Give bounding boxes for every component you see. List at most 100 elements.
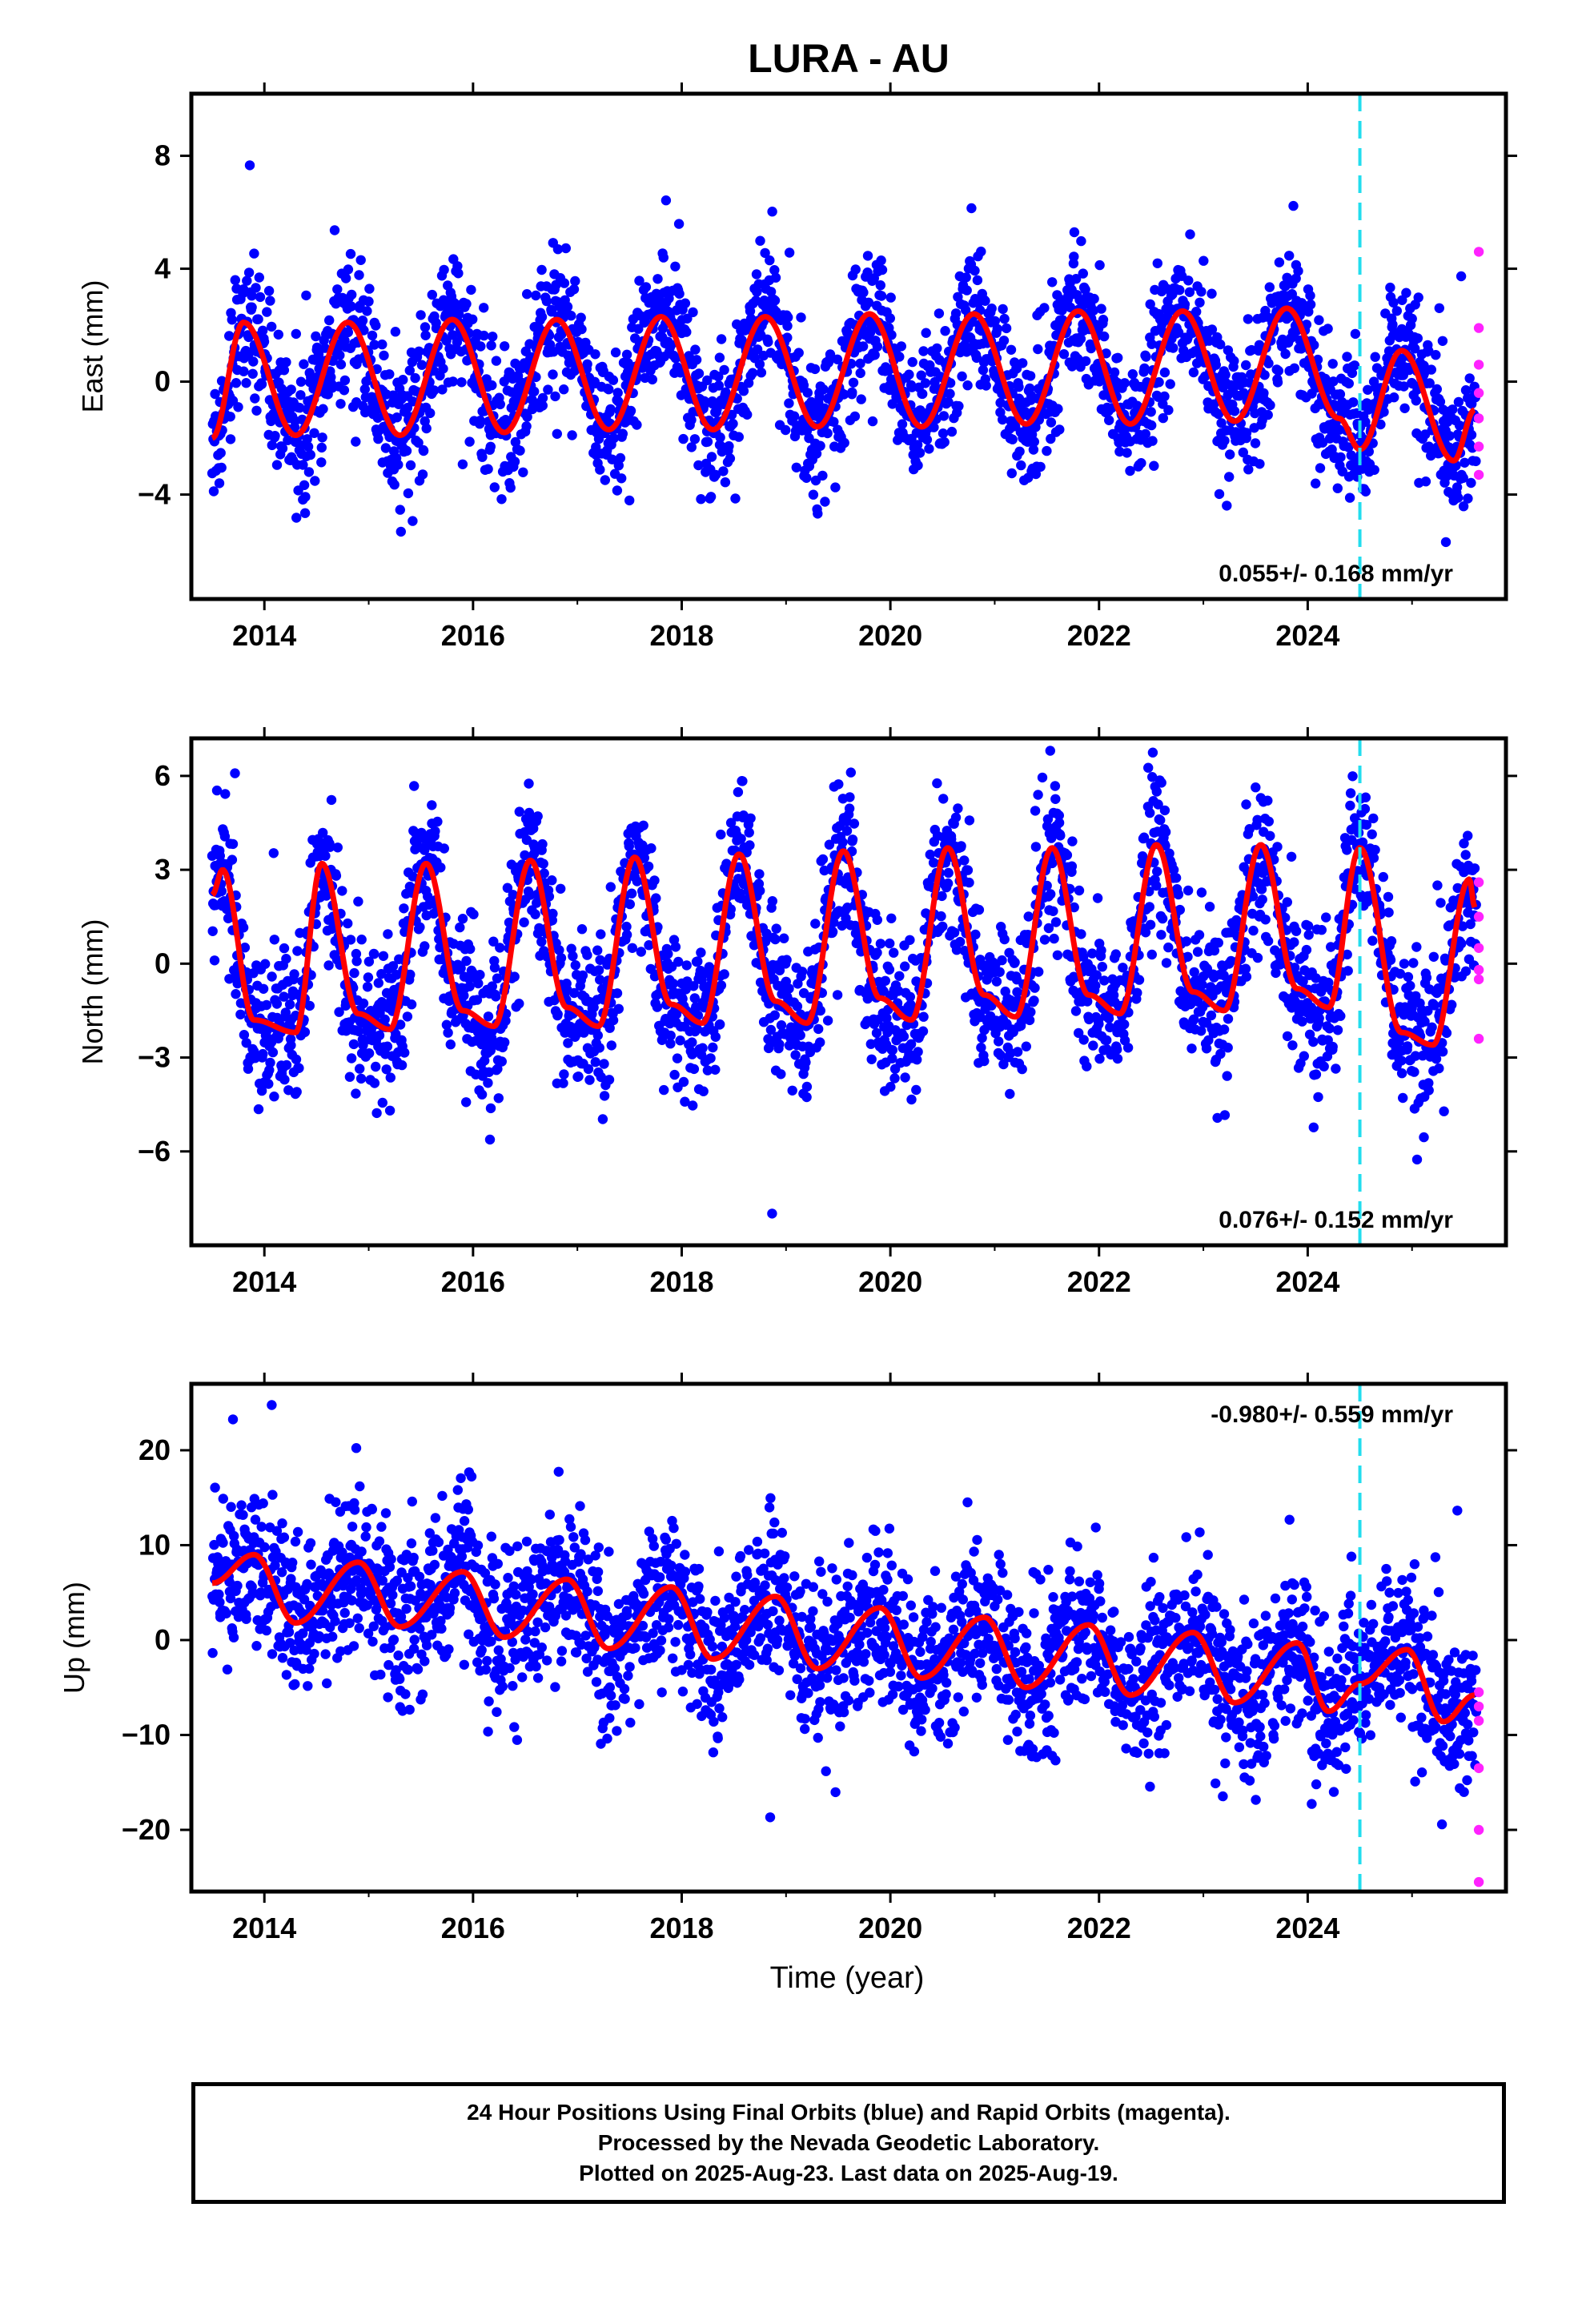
data-point [1342, 845, 1352, 855]
data-point [964, 815, 975, 826]
data-point [496, 494, 507, 505]
data-point [413, 437, 424, 448]
data-point [1243, 464, 1254, 475]
data-point [1252, 952, 1263, 963]
data-point [849, 411, 861, 422]
data-point [605, 882, 616, 892]
data-point [590, 349, 600, 360]
data-point [898, 1031, 909, 1042]
data-point [814, 1037, 825, 1047]
data-point [784, 983, 794, 994]
data-point [1096, 304, 1106, 314]
data-point [267, 971, 277, 982]
data-point [1025, 371, 1036, 381]
data-point [938, 921, 948, 932]
data-point [858, 287, 869, 298]
data-point [1017, 1063, 1027, 1075]
data-point [284, 999, 295, 1010]
data-point [608, 433, 619, 444]
data-point [1163, 404, 1174, 416]
data-point [208, 486, 219, 497]
data-point [1321, 912, 1331, 923]
data-point [1143, 762, 1154, 773]
data-point [519, 917, 529, 927]
data-point [992, 324, 1003, 334]
data-point [666, 340, 677, 350]
data-point [461, 1097, 472, 1108]
data-point [1016, 460, 1026, 471]
data-point [576, 924, 588, 935]
data-point [1456, 271, 1467, 282]
data-point [684, 351, 694, 361]
data-point [1149, 460, 1159, 471]
data-point [691, 355, 702, 365]
data-point [590, 1057, 600, 1068]
data-point [865, 327, 876, 338]
data-point [429, 385, 440, 396]
data-point [1263, 816, 1275, 826]
data-point [1028, 444, 1039, 455]
data-point [1001, 323, 1012, 334]
data-point [791, 462, 801, 472]
data-point [1197, 979, 1207, 990]
data-point [362, 982, 373, 992]
data-point [1453, 493, 1464, 503]
data-point [371, 320, 381, 331]
data-point [299, 508, 311, 518]
data-point [845, 767, 857, 778]
data-point [404, 365, 415, 376]
data-point [1471, 456, 1481, 467]
data-point [1401, 287, 1411, 298]
y-tick-label: 4 [155, 252, 171, 285]
data-point [1437, 336, 1448, 346]
data-point [632, 876, 642, 887]
data-point [1317, 437, 1328, 448]
data-point [1065, 302, 1076, 313]
data-point [401, 445, 412, 456]
data-point [959, 855, 970, 866]
data-point [672, 1053, 683, 1063]
data-point [813, 509, 823, 519]
data-point [633, 324, 644, 334]
data-point [1094, 259, 1105, 271]
data-point [877, 264, 888, 275]
rapid-data-point [1473, 323, 1484, 333]
data-point [1006, 344, 1017, 355]
data-point [346, 301, 356, 312]
data-point [483, 464, 493, 474]
data-point [573, 1072, 584, 1082]
data-point [295, 376, 307, 387]
data-point [1332, 483, 1343, 493]
data-point [1434, 303, 1445, 313]
data-point [718, 466, 729, 476]
data-point [256, 379, 267, 389]
data-point [719, 969, 729, 979]
data-point [594, 1043, 604, 1053]
data-point [1005, 1088, 1015, 1100]
data-point [484, 1134, 496, 1145]
data-point [301, 290, 311, 301]
data-point [299, 480, 310, 490]
data-point [317, 432, 327, 443]
data-point [335, 359, 347, 370]
data-point [265, 1057, 275, 1068]
data-point [815, 1005, 825, 1016]
data-point [500, 1037, 510, 1047]
data-point [755, 886, 765, 896]
data-point [559, 278, 570, 288]
data-point [547, 875, 557, 886]
data-point [495, 943, 505, 953]
data-point [1183, 275, 1194, 286]
data-point [716, 829, 726, 840]
data-point [403, 488, 414, 499]
data-point [1420, 476, 1431, 487]
data-point [476, 341, 486, 352]
data-point [1204, 902, 1215, 912]
data-point [979, 1055, 990, 1067]
data-point [1241, 971, 1252, 982]
data-point [538, 858, 548, 869]
data-point [281, 1059, 292, 1071]
data-point [1122, 1043, 1134, 1053]
data-point [986, 304, 997, 314]
data-point [689, 434, 701, 444]
